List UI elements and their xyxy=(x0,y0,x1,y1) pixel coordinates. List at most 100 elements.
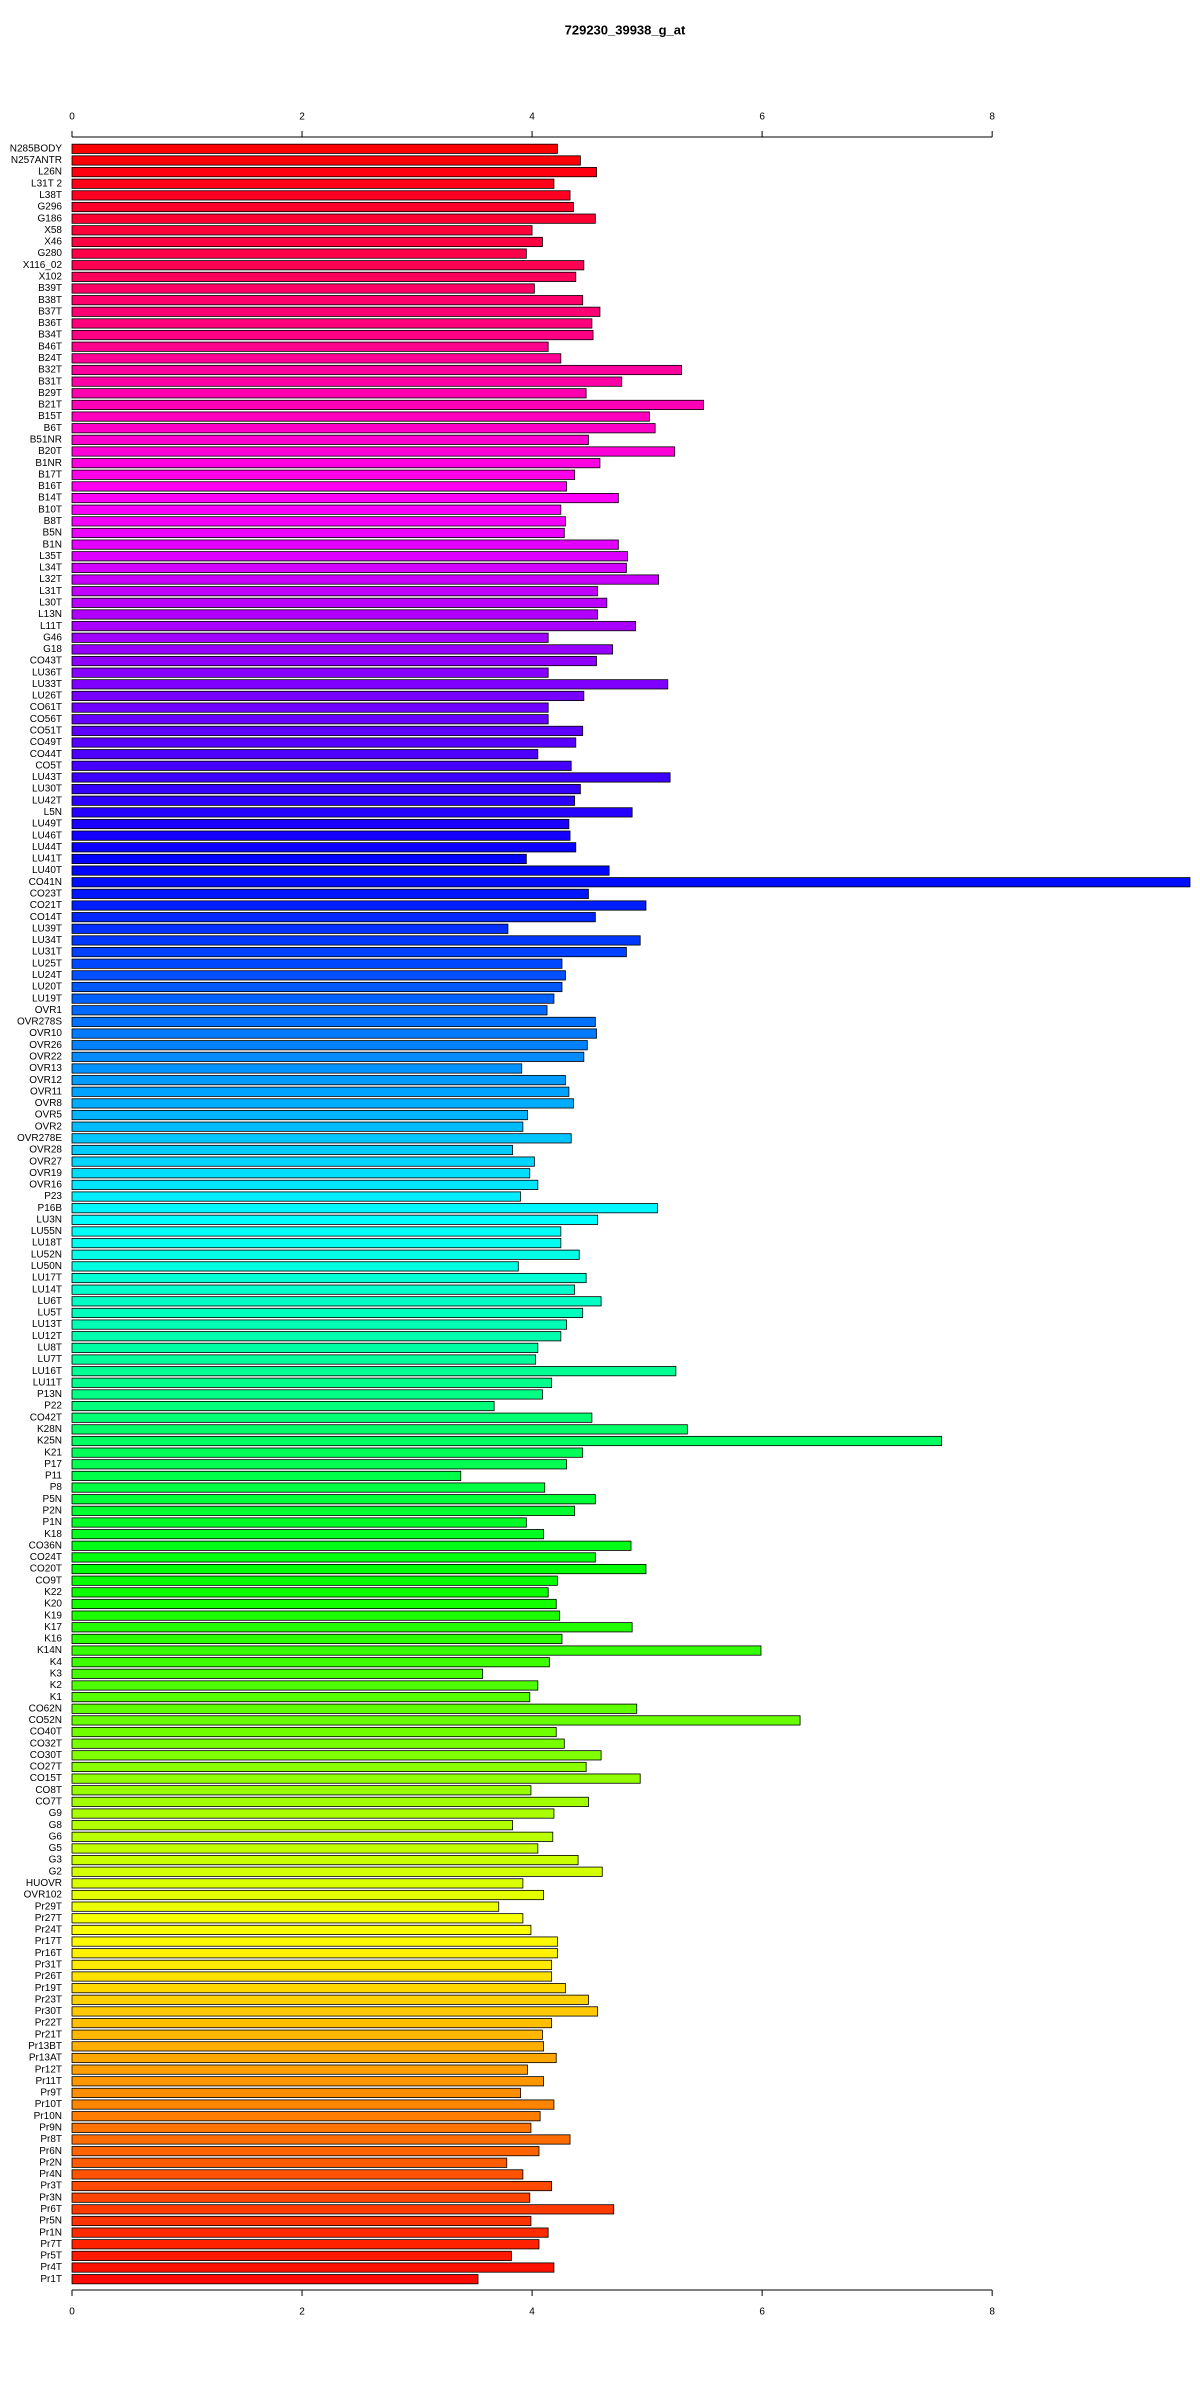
y-tick-label: CO52N xyxy=(29,1715,62,1726)
bar xyxy=(71,1889,544,1901)
bar xyxy=(71,539,619,550)
bar xyxy=(71,2134,571,2145)
bar xyxy=(71,318,593,329)
bar xyxy=(71,1121,524,1132)
bar xyxy=(71,2029,543,2040)
bar xyxy=(71,2204,615,2215)
y-tick-label: P2N xyxy=(43,1505,62,1516)
bar xyxy=(71,877,1191,888)
y-tick-label: B29T xyxy=(38,388,62,399)
bar xyxy=(71,2180,553,2192)
y-tick-label: N257ANTR xyxy=(11,155,62,166)
y-tick-label: Pr23T xyxy=(35,1994,62,2005)
bar xyxy=(71,853,527,864)
y-tick-label: Pr27T xyxy=(35,1913,62,1924)
y-tick-label: L30T xyxy=(39,597,62,608)
y-tick-label: Pr5N xyxy=(39,2216,62,2227)
y-tick-label: Pr22T xyxy=(35,2018,62,2029)
y-tick-label: LU30T xyxy=(32,784,62,795)
y-tick-label: LU12T xyxy=(32,1331,62,1342)
y-tick-label: Pr17T xyxy=(35,1936,62,1947)
y-tick-label: K2 xyxy=(50,1680,63,1691)
bar xyxy=(71,1878,524,1889)
bar xyxy=(71,1715,801,1726)
y-tick-label: K17 xyxy=(44,1622,62,1633)
bar xyxy=(71,1494,596,1505)
y-tick-label: Pr29T xyxy=(35,1901,62,1912)
y-tick-label: B1NR xyxy=(35,458,62,469)
y-tick-label: OVR26 xyxy=(29,1040,62,1051)
bar xyxy=(71,935,641,946)
y-tick-label: G5 xyxy=(49,1843,63,1854)
y-tick-label: Pr10N xyxy=(34,2111,62,2122)
bar xyxy=(71,2169,524,2180)
bar xyxy=(71,737,577,748)
x-tick-label: 6 xyxy=(759,2307,765,2318)
y-tick-label: Pr16T xyxy=(35,1948,62,1959)
y-tick-label: LU14T xyxy=(32,1284,62,1295)
y-tick-label: LU33T xyxy=(32,679,62,690)
bar xyxy=(71,970,566,981)
y-tick-label: K18 xyxy=(44,1529,62,1540)
y-tick-label: B14T xyxy=(38,493,62,504)
bar xyxy=(71,2250,512,2261)
bar xyxy=(71,1470,462,1481)
y-tick-label: CO56T xyxy=(30,714,62,725)
y-tick-label: CO32T xyxy=(30,1738,62,1749)
y-tick-label: Pr5T xyxy=(40,2251,62,2262)
y-tick-label: OVR16 xyxy=(29,1180,62,1191)
bar xyxy=(71,1412,593,1423)
bar xyxy=(71,1319,567,1330)
y-tick-label: LU50N xyxy=(31,1261,62,1272)
bar xyxy=(71,1028,597,1039)
y-tick-label: OVR11 xyxy=(30,1086,62,1097)
bar xyxy=(71,527,565,539)
y-tick-label: Pr4N xyxy=(39,2169,62,2180)
bar xyxy=(71,749,539,760)
y-tick-label: CO44T xyxy=(30,749,62,760)
y-tick-label: K28N xyxy=(37,1424,62,1435)
y-tick-label: G2 xyxy=(49,1866,63,1877)
y-tick-label: CO8T xyxy=(35,1785,62,1796)
y-tick-label: LU34T xyxy=(32,935,62,946)
y-tick-label: K1 xyxy=(50,1692,63,1703)
bar xyxy=(71,1156,535,1167)
bar xyxy=(71,1936,558,1947)
bar xyxy=(71,1657,550,1668)
y-tick-label: LU20T xyxy=(32,982,62,993)
y-tick-label: Pr10T xyxy=(35,2099,62,2110)
y-tick-label: B1N xyxy=(43,539,62,550)
y-tick-label: LU18T xyxy=(32,1238,62,1249)
bar xyxy=(71,667,549,678)
bar xyxy=(71,1424,688,1435)
bar xyxy=(71,353,562,364)
y-tick-label: P5N xyxy=(43,1494,62,1505)
y-tick-label: K16 xyxy=(44,1634,62,1645)
bar xyxy=(71,586,599,597)
bar xyxy=(71,1086,570,1097)
y-tick-label: L31T 2 xyxy=(31,178,62,189)
y-tick-label: LU41T xyxy=(32,854,62,865)
bar xyxy=(71,2111,541,2122)
y-tick-label: OVR8 xyxy=(35,1098,63,1109)
x-tick-label: 2 xyxy=(299,2307,305,2318)
bar xyxy=(71,446,676,457)
bar xyxy=(71,1633,563,1644)
chart-title: 729230_39938_g_at xyxy=(565,22,686,37)
bar xyxy=(71,1831,554,1842)
bar xyxy=(71,2122,532,2133)
bar xyxy=(71,2146,540,2157)
bar xyxy=(71,1983,566,1994)
bar xyxy=(71,784,581,795)
y-tick-label: LU31T xyxy=(32,947,62,958)
y-tick-label: CO23T xyxy=(30,889,62,900)
y-tick-label: X116_02 xyxy=(23,260,63,271)
y-tick-label: LU44T xyxy=(32,842,62,853)
bar xyxy=(71,1098,574,1109)
bar xyxy=(71,1564,647,1575)
y-tick-label: Pr30T xyxy=(35,2006,62,2017)
bar xyxy=(71,364,683,376)
x-tick-label: 6 xyxy=(759,112,765,123)
y-tick-label: CO61T xyxy=(30,702,62,713)
y-tick-label: K14N xyxy=(37,1645,62,1656)
